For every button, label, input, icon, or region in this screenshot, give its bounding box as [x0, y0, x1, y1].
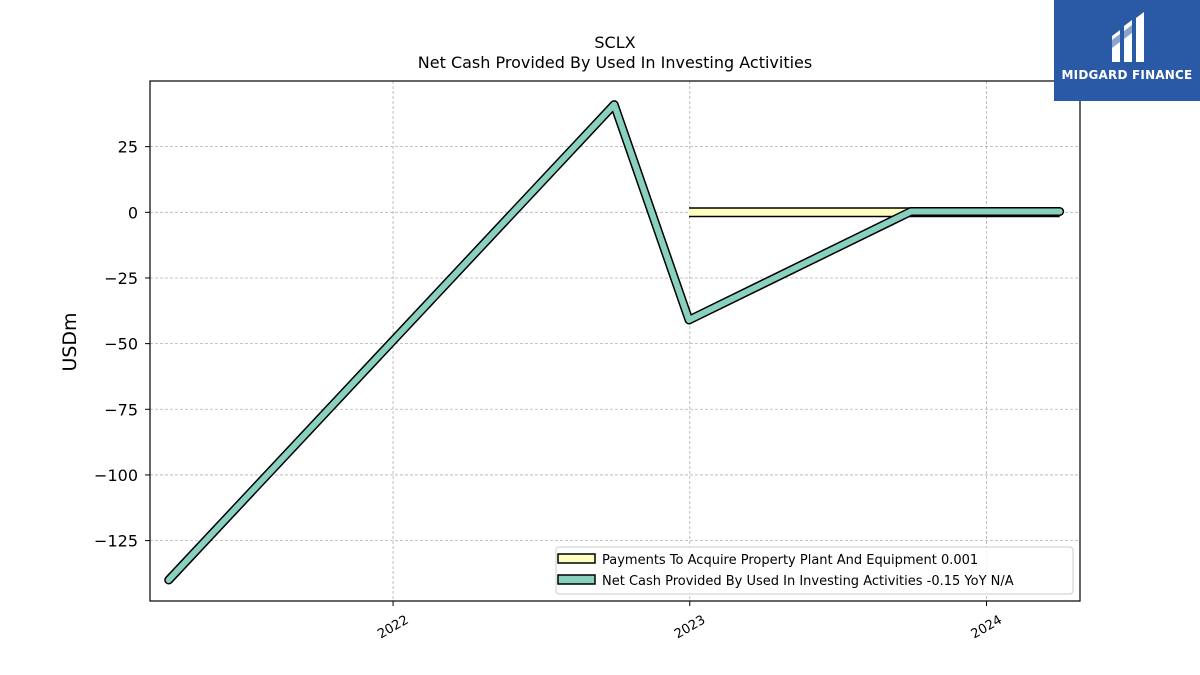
chart-subtitle: Net Cash Provided By Used In Investing A…: [418, 53, 812, 72]
series-line: [165, 101, 1063, 583]
legend-label: Payments To Acquire Property Plant And E…: [602, 553, 978, 568]
y-axis-label: USDm: [59, 312, 81, 371]
grid: [150, 81, 1080, 601]
chart-title: SCLX: [594, 33, 635, 52]
series-2: [164, 100, 1065, 585]
plot-frame: [149, 80, 1081, 602]
y-tick-label: 25: [118, 138, 138, 157]
legend-swatch: [557, 574, 596, 585]
midgard-m-logo-icon: [1112, 12, 1144, 62]
legend-swatch: [557, 553, 596, 564]
x-tick-label: 2022: [375, 613, 411, 643]
series-layer: [164, 100, 1065, 585]
y-ticks: 25 0 −25 −50 −75 −100 −125: [94, 138, 150, 551]
legend-box: [555, 546, 1074, 595]
y-tick-label: −75: [104, 400, 138, 419]
x-tick-label: 2023: [672, 613, 708, 643]
x-ticks: 2022 2023 2024: [375, 601, 1005, 642]
legend-label: Net Cash Provided By Used In Investing A…: [602, 574, 1014, 589]
y-tick-label: −25: [104, 269, 138, 288]
legend: Payments To Acquire Property Plant And E…: [555, 546, 1074, 595]
y-tick-label: −50: [104, 335, 138, 354]
logo-text: MIDGARD FINANCE: [1061, 68, 1193, 82]
midgard-finance-logo: MIDGARD FINANCE: [1054, 0, 1200, 101]
y-tick-label: −125: [94, 532, 138, 551]
y-tick-label: −100: [94, 466, 138, 485]
x-tick-label: 2024: [969, 613, 1005, 643]
y-tick-label: 0: [128, 203, 138, 222]
series-line-outline: [164, 100, 1065, 585]
